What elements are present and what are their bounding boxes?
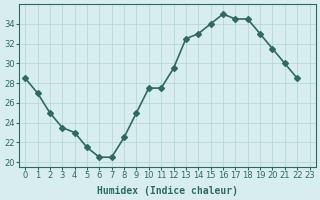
X-axis label: Humidex (Indice chaleur): Humidex (Indice chaleur) <box>97 186 238 196</box>
